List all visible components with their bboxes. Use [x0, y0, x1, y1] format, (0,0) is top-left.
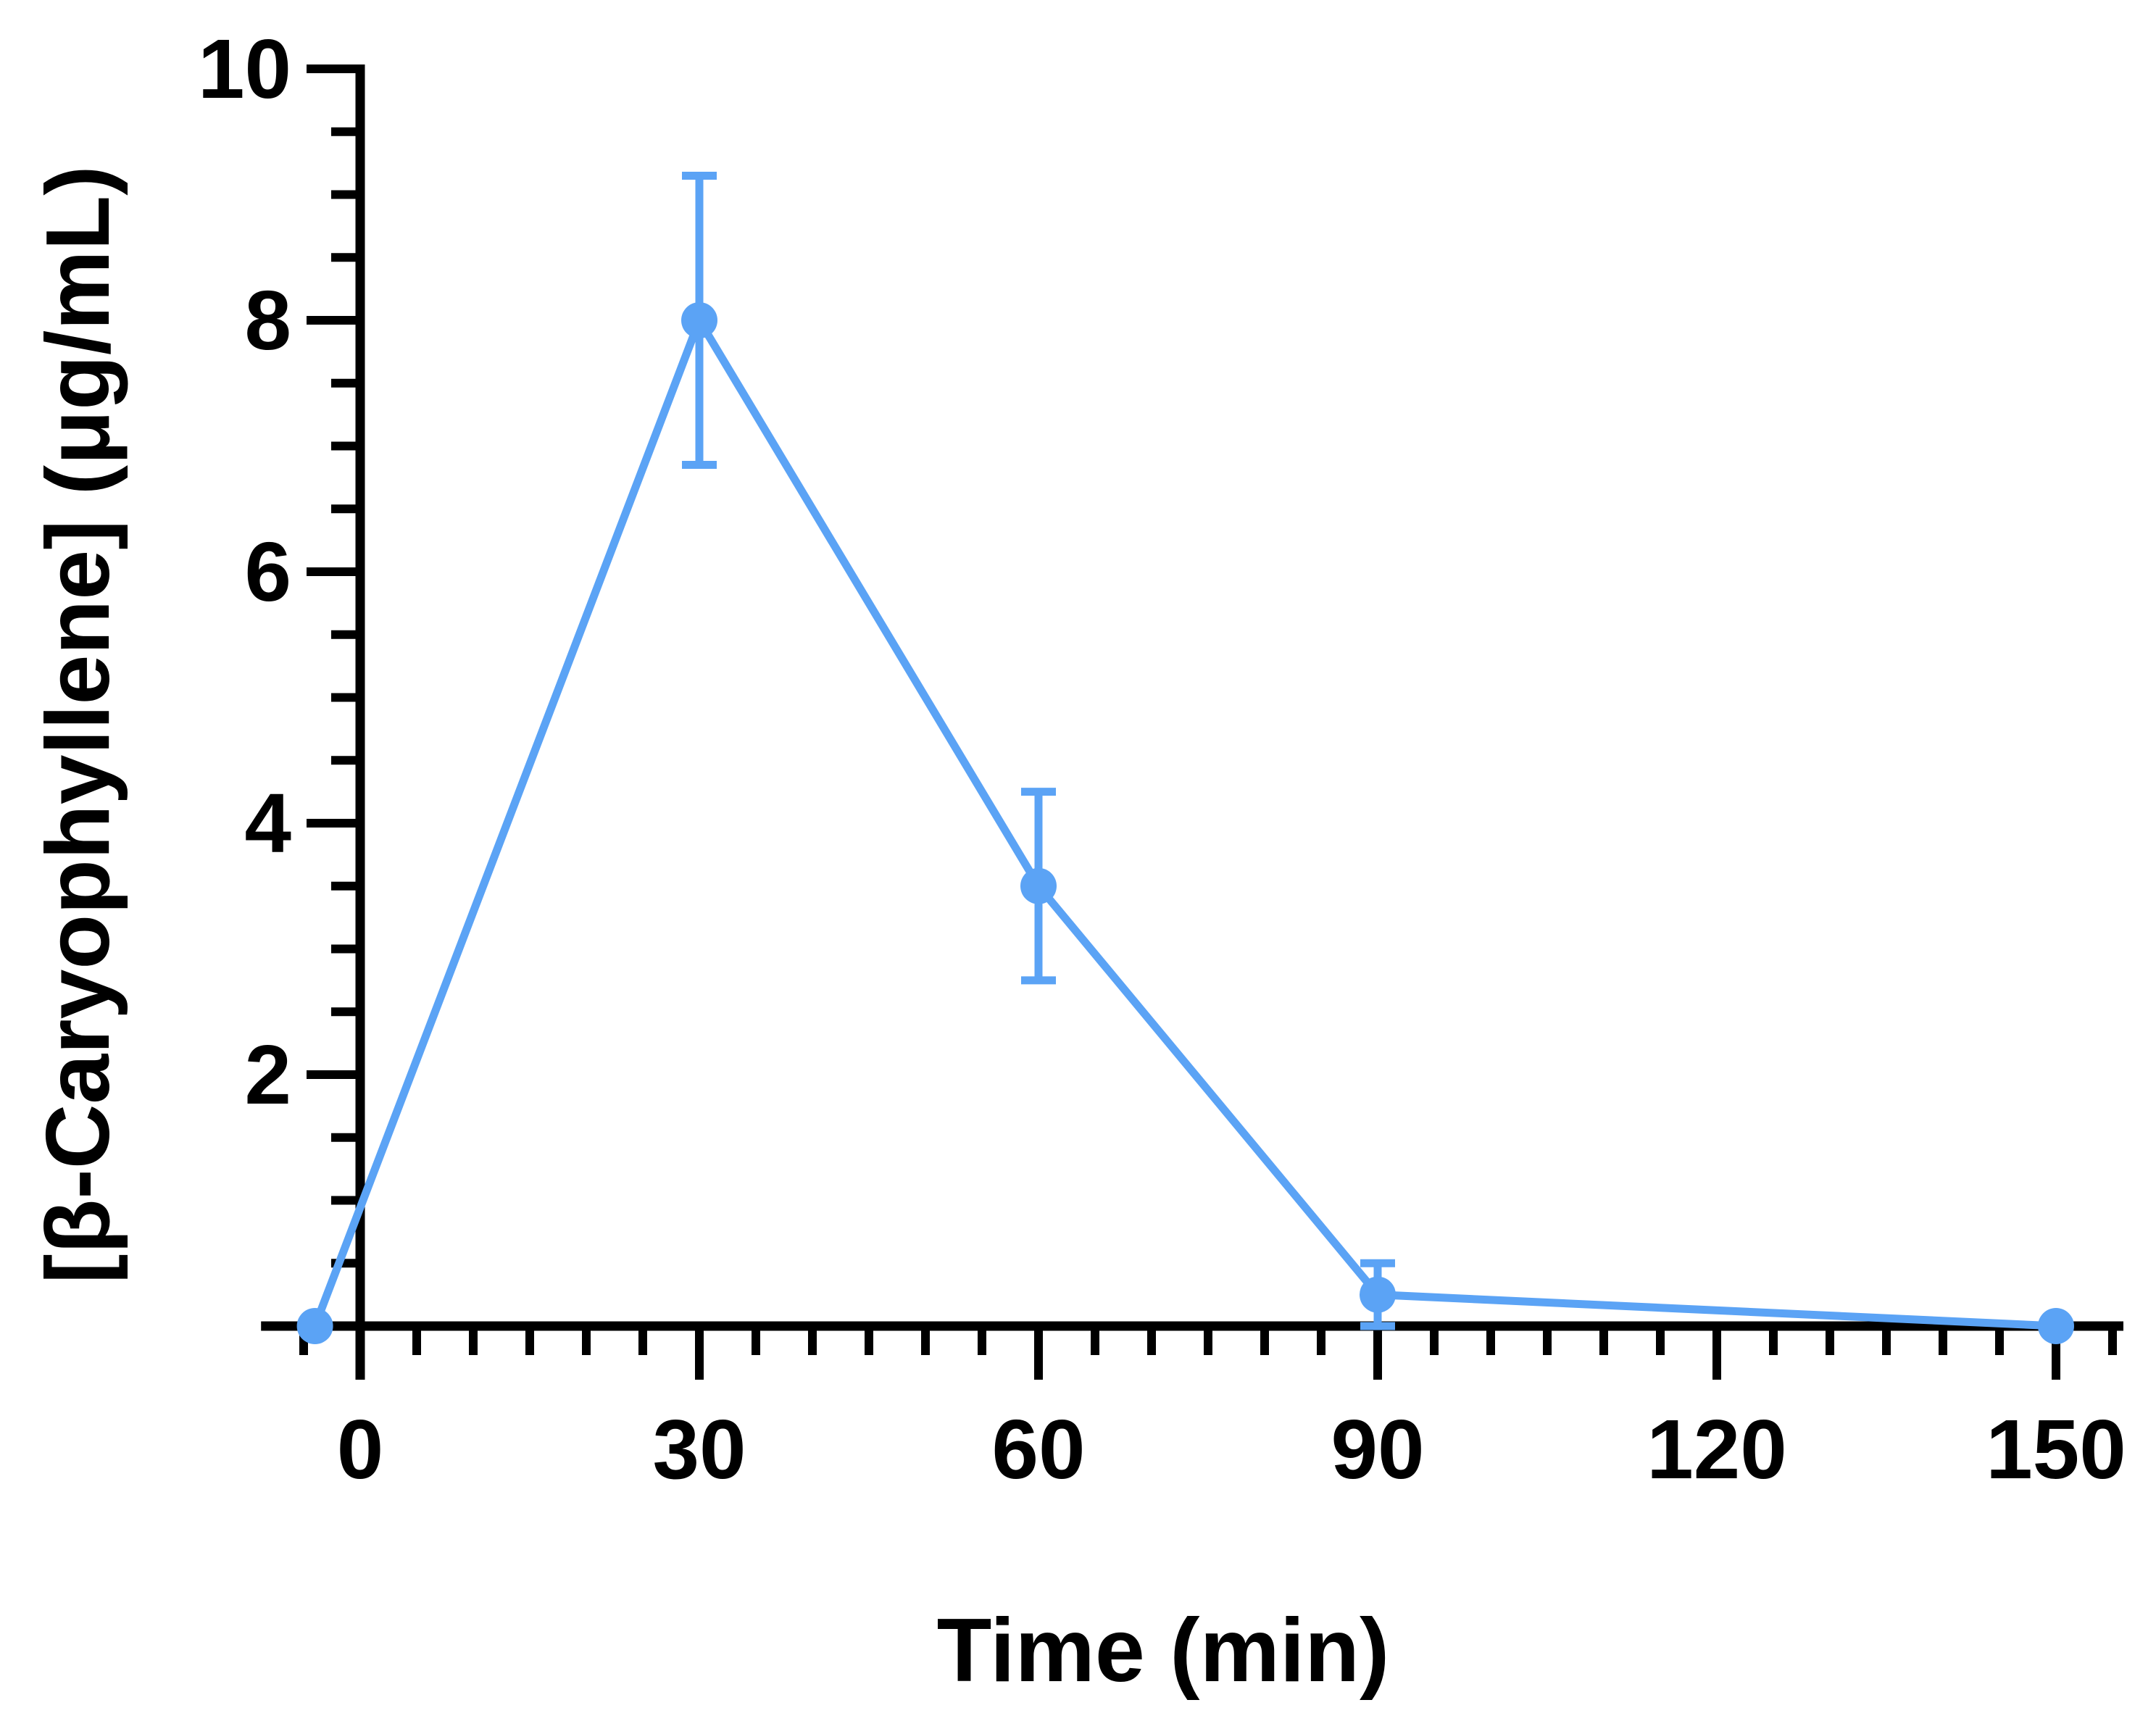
series-layer — [296, 171, 2074, 1344]
x-axis-title: Time (min) — [937, 1601, 1390, 1701]
y-axis-title: [β-Caryophyllene] (μg/mL) — [28, 165, 128, 1283]
x-axis-tick-labels: 0 30 60 90 120 150 — [337, 1402, 2126, 1496]
y-tick-label: 4 — [244, 776, 291, 870]
data-series — [296, 171, 2074, 1344]
y-axis-tick-labels: 2 4 6 8 10 — [198, 22, 291, 1122]
x-tick-label: 60 — [991, 1402, 1085, 1496]
x-tick-label: 90 — [1331, 1402, 1424, 1496]
series-line — [311, 316, 2057, 1330]
x-axis-ticks — [299, 1326, 2117, 1380]
y-tick-label: 6 — [244, 525, 291, 619]
data-point — [681, 302, 717, 338]
x-tick-label: 120 — [1647, 1402, 1787, 1496]
data-point — [1020, 867, 1057, 904]
y-tick-label: 10 — [198, 22, 291, 116]
y-axis-ticks — [307, 64, 360, 1268]
y-tick-label: 2 — [244, 1028, 291, 1122]
data-point — [2038, 1308, 2074, 1344]
x-tick-label: 0 — [337, 1402, 384, 1496]
y-tick-label: 8 — [244, 273, 291, 367]
x-tick-label: 150 — [1986, 1402, 2126, 1496]
x-tick-label: 30 — [652, 1402, 746, 1496]
data-point — [1360, 1276, 1396, 1313]
data-point — [296, 1308, 333, 1344]
axes — [261, 64, 2123, 1380]
